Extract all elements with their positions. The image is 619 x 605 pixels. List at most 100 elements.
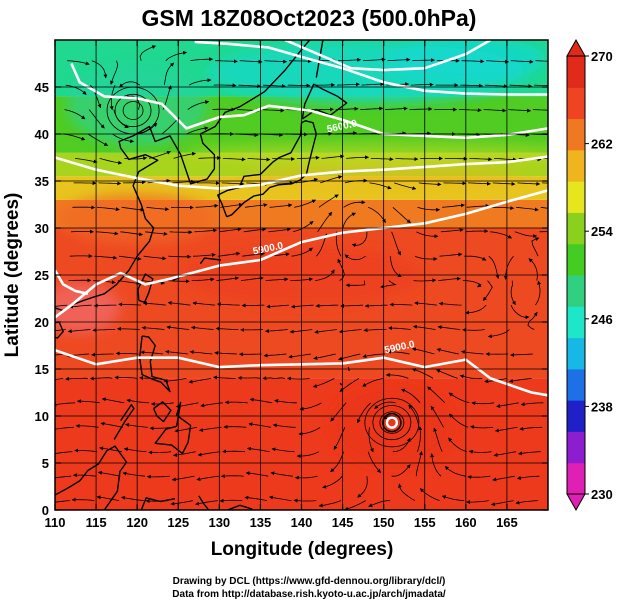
streamline — [458, 108, 482, 113]
streamline — [87, 133, 109, 146]
streamline — [55, 451, 73, 454]
height-contour — [55, 269, 89, 296]
x-tick-label: 120 — [126, 515, 148, 530]
streamline — [290, 304, 314, 309]
streamline — [362, 378, 384, 387]
streamline — [465, 229, 489, 234]
coastline — [216, 120, 317, 218]
streamline — [186, 126, 209, 135]
streamline — [173, 151, 197, 159]
streamline — [419, 488, 440, 501]
streamline — [395, 157, 419, 162]
streamline — [510, 304, 530, 320]
streamline — [67, 329, 91, 334]
streamline — [55, 475, 72, 479]
streamline — [148, 450, 172, 455]
streamline — [441, 495, 465, 501]
streamline — [444, 156, 468, 161]
x-tick-label: 160 — [455, 515, 477, 530]
temperature-patch — [331, 385, 452, 466]
coastline — [199, 257, 222, 265]
streamline — [464, 255, 487, 261]
streamline — [146, 206, 170, 212]
colorbar-segment — [567, 431, 585, 464]
streamline — [216, 276, 240, 281]
colorbar-segment — [567, 56, 585, 88]
coastline — [339, 382, 343, 386]
streamline — [293, 498, 317, 503]
streamline — [110, 60, 119, 85]
streamline — [412, 58, 436, 63]
streamline — [444, 466, 466, 477]
streamline — [335, 106, 359, 111]
streamline — [346, 155, 370, 160]
streamline — [334, 231, 342, 257]
streamline — [295, 177, 319, 184]
coastline — [137, 273, 154, 303]
streamline — [215, 59, 238, 64]
streamline — [465, 304, 487, 315]
colorbar-segment — [567, 243, 585, 276]
streamline — [466, 203, 490, 208]
streamline — [340, 303, 364, 308]
y-tick-label: 10 — [35, 409, 49, 424]
streamline — [126, 398, 150, 404]
streamline — [245, 471, 269, 477]
y-tick-label: 20 — [35, 315, 49, 330]
streamline — [240, 276, 264, 281]
streamline — [400, 388, 421, 404]
streamline — [141, 325, 165, 330]
streamline — [459, 374, 483, 379]
streamline — [165, 349, 188, 355]
streamline — [191, 277, 215, 282]
streamline — [216, 302, 240, 307]
streamline — [494, 426, 518, 433]
y-tick-label: 15 — [35, 362, 49, 377]
coastline — [154, 401, 192, 455]
x-tick-label: 125 — [167, 515, 189, 530]
streamline — [514, 231, 538, 239]
streamline — [168, 254, 192, 259]
streamline — [517, 181, 541, 186]
streamline — [272, 423, 296, 428]
streamline — [288, 353, 312, 359]
coastline — [55, 445, 128, 510]
streamline — [520, 402, 544, 407]
credit-data: Data from http://database.rish.kyoto-u.a… — [172, 589, 446, 600]
streamline — [516, 206, 539, 212]
x-tick-label: 135 — [250, 515, 272, 530]
colorbar-segment — [567, 275, 585, 307]
streamlines — [55, 45, 548, 510]
streamline — [244, 495, 268, 501]
streamline — [490, 500, 514, 507]
streamline — [389, 302, 413, 307]
streamline — [468, 449, 492, 454]
streamline — [314, 269, 335, 281]
streamline — [299, 402, 322, 411]
streamline — [320, 175, 343, 184]
streamline — [519, 426, 543, 431]
streamline — [515, 500, 539, 505]
streamline — [510, 59, 534, 64]
colorbar-tick-label: 230 — [591, 487, 613, 502]
streamline — [339, 378, 360, 392]
streamline — [494, 157, 517, 162]
streamline — [483, 108, 507, 113]
streamline — [262, 84, 286, 89]
streamline — [532, 109, 548, 111]
streamline — [92, 328, 116, 333]
circulation-ring — [379, 411, 405, 434]
streamline — [167, 300, 191, 306]
streamline — [469, 157, 493, 162]
streamline — [91, 60, 108, 79]
coastline — [140, 497, 176, 510]
streamline — [362, 57, 386, 62]
streamline — [384, 106, 408, 111]
colorbar-frame — [566, 55, 586, 495]
streamline — [239, 59, 263, 64]
typhoon-eye-ring — [382, 412, 402, 433]
streamline — [94, 255, 118, 260]
coastline — [113, 404, 135, 440]
streamline — [123, 447, 147, 453]
typhoon-center — [385, 416, 399, 429]
